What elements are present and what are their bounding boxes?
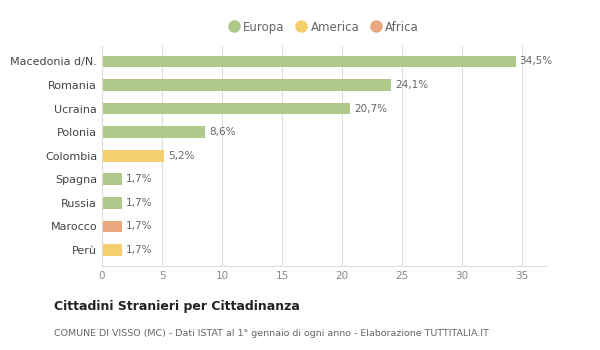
Text: 5,2%: 5,2% <box>168 151 194 161</box>
Bar <box>102 150 164 162</box>
Legend: Europa, America, Africa: Europa, America, Africa <box>224 16 424 38</box>
Text: 1,7%: 1,7% <box>126 174 152 184</box>
Bar <box>102 103 350 114</box>
Text: 34,5%: 34,5% <box>520 56 553 66</box>
Text: 1,7%: 1,7% <box>126 245 152 255</box>
Bar <box>102 56 516 67</box>
Bar <box>102 79 391 91</box>
Bar <box>102 220 122 232</box>
Text: 1,7%: 1,7% <box>126 198 152 208</box>
Bar <box>102 244 122 256</box>
Text: 1,7%: 1,7% <box>126 222 152 231</box>
Bar <box>102 197 122 209</box>
Text: COMUNE DI VISSO (MC) - Dati ISTAT al 1° gennaio di ogni anno - Elaborazione TUTT: COMUNE DI VISSO (MC) - Dati ISTAT al 1° … <box>54 329 489 338</box>
Text: 24,1%: 24,1% <box>395 80 428 90</box>
Text: 20,7%: 20,7% <box>354 104 387 114</box>
Text: Cittadini Stranieri per Cittadinanza: Cittadini Stranieri per Cittadinanza <box>54 300 300 313</box>
Bar <box>102 174 122 185</box>
Bar <box>102 126 205 138</box>
Text: 8,6%: 8,6% <box>209 127 235 137</box>
